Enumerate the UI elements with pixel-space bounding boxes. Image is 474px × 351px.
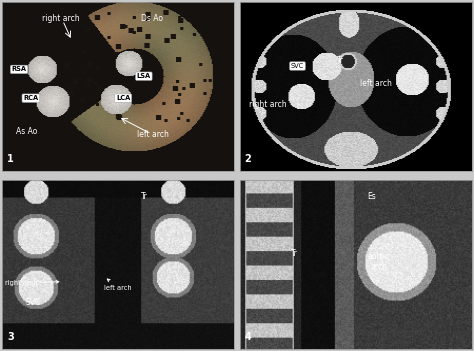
Text: Tr: Tr (141, 192, 148, 201)
Text: SVC: SVC (26, 298, 41, 307)
Text: Tr: Tr (337, 55, 344, 65)
Text: right arch: right arch (249, 100, 287, 108)
Text: LSA: LSA (137, 73, 151, 79)
Text: SVC: SVC (291, 63, 304, 69)
Text: Es: Es (367, 192, 376, 201)
Text: As Ao: As Ao (16, 127, 37, 135)
Text: aortic
arch: aortic arch (368, 252, 390, 271)
Text: RSA: RSA (12, 66, 27, 72)
Text: left arch: left arch (104, 279, 132, 291)
Text: Ds Ao: Ds Ao (141, 14, 164, 22)
Text: left arch: left arch (137, 130, 169, 139)
Text: 3: 3 (7, 332, 14, 343)
Text: LCA: LCA (116, 95, 130, 101)
Text: RCA: RCA (23, 95, 38, 101)
Text: 4: 4 (245, 332, 251, 343)
Text: Tr: Tr (291, 249, 298, 258)
Text: 2: 2 (245, 154, 251, 164)
Text: right arch: right arch (42, 14, 79, 22)
Text: 1: 1 (7, 154, 14, 164)
Text: left arch: left arch (360, 79, 392, 88)
Text: right arch: right arch (5, 280, 59, 286)
